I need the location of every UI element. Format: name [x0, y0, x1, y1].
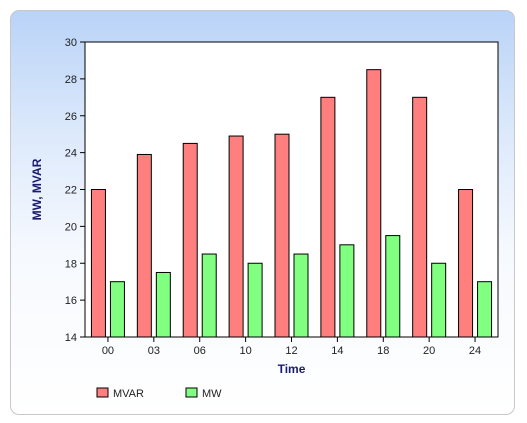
bars: [90, 69, 493, 338]
bar-mvar: [182, 142, 198, 338]
x-tick-label: 00: [102, 345, 114, 357]
bar-mvar: [136, 153, 152, 338]
plot-frame: [84, 41, 499, 338]
bar-mw: [247, 262, 263, 338]
x-tick-label: 10: [239, 345, 251, 357]
x-tick-label: 06: [194, 345, 206, 357]
legend-swatch: [96, 387, 109, 398]
bar-mvar: [274, 133, 290, 338]
x-tick-label: 14: [331, 345, 343, 357]
y-tick-label: 26: [65, 111, 77, 123]
x-tick-label: 12: [285, 345, 297, 357]
y-axis-title: MW, MVAR: [30, 158, 44, 220]
chart-panel: 14 16 18 20 22 24 26 28 30 00 03 06 10 12 14 18 20 24 Tim…: [10, 10, 515, 415]
bar-chart: 14 16 18 20 22 24 26 28 30 00 03 06 10 12 14 18 20 24 Tim…: [30, 37, 499, 400]
bar-mw: [155, 271, 171, 338]
bar-mvar: [412, 96, 428, 338]
bar-mvar: [366, 69, 382, 338]
legend: MVAR MW: [96, 387, 222, 400]
bar-mvar: [228, 135, 244, 338]
bar-mvar: [90, 189, 106, 338]
x-tick-label: 24: [469, 345, 481, 357]
y-tick-label: 30: [65, 37, 77, 49]
y-tick-label: 14: [65, 332, 77, 344]
bar-mw: [385, 235, 401, 338]
bar-mw: [339, 244, 355, 338]
bar-mw: [293, 253, 309, 338]
y-tick-label: 20: [65, 221, 77, 233]
x-tick-label: 18: [377, 345, 389, 357]
x-axis-title: Time: [278, 362, 306, 376]
bar-mw: [109, 281, 125, 338]
y-tick-label: 24: [65, 148, 77, 160]
bar-mw: [201, 253, 217, 338]
bar-mvar: [458, 189, 474, 338]
y-tick-label: 16: [65, 295, 77, 307]
bar-mvar: [320, 96, 336, 338]
y-tick-label: 22: [65, 185, 77, 197]
legend-label: MW: [202, 388, 222, 400]
x-tick-label: 03: [148, 345, 160, 357]
plot-area: [84, 41, 499, 338]
legend-label: MVAR: [113, 388, 144, 400]
bar-mw: [431, 262, 447, 338]
x-tick-label: 20: [423, 345, 435, 357]
legend-swatch: [185, 387, 198, 398]
bar-mw: [477, 281, 493, 338]
y-tick-label: 18: [65, 258, 77, 270]
axes: 14 16 18 20 22 24 26 28 30 00 03 06 10 12 14 18 20 24: [65, 37, 481, 357]
y-tick-label: 28: [65, 74, 77, 86]
